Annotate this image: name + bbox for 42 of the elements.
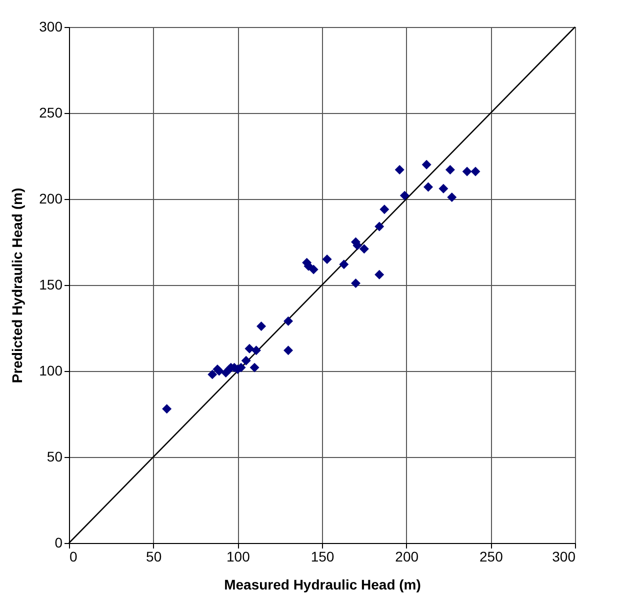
x-tick-label: 150 <box>310 548 334 564</box>
point <box>251 346 261 356</box>
point <box>359 244 369 254</box>
x-tick-label: 250 <box>479 548 504 564</box>
point <box>462 166 472 176</box>
point <box>322 254 332 264</box>
point <box>241 356 251 366</box>
point <box>447 192 457 202</box>
point <box>339 260 349 270</box>
point <box>380 204 390 214</box>
point <box>284 316 294 326</box>
y-tick-label: 100 <box>39 362 63 378</box>
point <box>256 322 266 332</box>
y-tick-label: 200 <box>39 190 63 206</box>
y-tick-label: 250 <box>39 104 63 120</box>
point <box>438 184 448 194</box>
point <box>424 182 434 192</box>
x-tick-label: 0 <box>70 548 78 564</box>
x-tick-label: 50 <box>146 548 162 564</box>
point <box>374 270 384 280</box>
x-axis-title: Measured Hydraulic Head (m) <box>224 576 421 592</box>
point <box>308 264 318 274</box>
x-tick-label: 100 <box>226 548 250 564</box>
point <box>394 165 404 175</box>
x-tick-label: 200 <box>395 548 419 564</box>
point <box>284 346 294 356</box>
point <box>445 165 455 175</box>
y-tick-label: 50 <box>46 448 63 464</box>
y-tick-label: 150 <box>39 276 63 292</box>
point <box>470 166 480 176</box>
point <box>162 404 172 414</box>
point <box>208 370 218 380</box>
point <box>350 278 360 288</box>
point <box>422 160 432 170</box>
y-tick-label: 300 <box>39 18 63 34</box>
y-axis-title: Predicted Hydraulic Head (m) <box>9 188 26 384</box>
point <box>374 222 384 232</box>
point <box>244 344 254 354</box>
y-tick-label: 0 <box>54 534 63 550</box>
point <box>400 190 410 200</box>
point <box>250 362 260 372</box>
x-tick-label: 300 <box>552 548 576 564</box>
